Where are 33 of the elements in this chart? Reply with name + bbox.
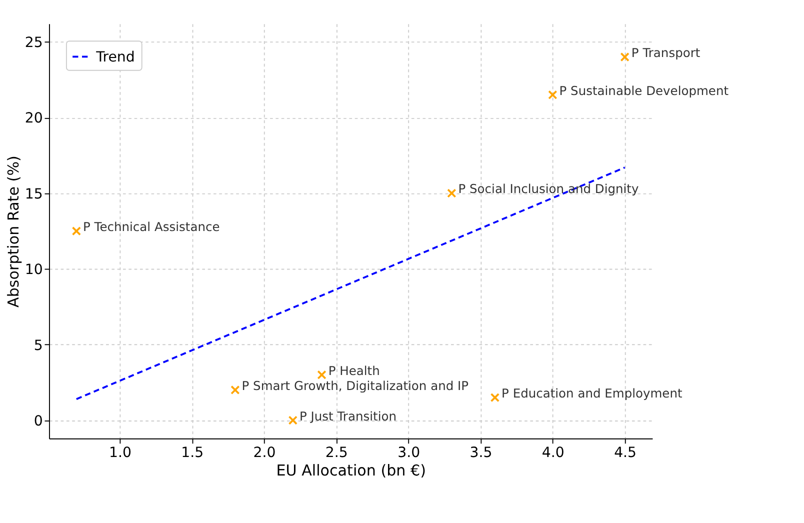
point [490,392,500,402]
x-tick-label: 4.5 [614,444,637,461]
y-tick-label: 10 [24,262,43,278]
annotation: P Health [328,364,380,378]
y-tick-label: 15 [24,186,43,202]
point [620,52,630,62]
point [72,226,82,236]
y-tick-label: 20 [24,110,43,127]
annotation: P Just Transition [300,409,396,424]
y-tick-label: 5 [34,338,43,354]
point [317,370,326,380]
point [447,188,456,198]
annotation: P Education and Employment [502,386,682,401]
point [288,416,298,425]
annotation: P Social Inclusion and Dignity [458,182,639,196]
y-tick-label: 25 [24,35,43,52]
y-axis-title: Absorption Rate (%) [4,156,22,308]
annotation: P Sustainable Development [559,84,729,98]
x-tick-label: 4.0 [542,444,564,461]
x-tick-label: 3.0 [398,444,420,461]
y-tick-label: 0 [34,413,43,430]
point [230,385,240,395]
x-tick-label: 1.5 [181,444,204,461]
x-tick-label: 2.5 [325,444,348,461]
x-tick-label: 1.0 [108,444,132,461]
x-tick-label: 3.5 [470,444,492,461]
annotation: P Smart Growth, Digitalization and IP [242,378,469,393]
x-axis-title: EU Allocation (bn €) [276,462,426,480]
x-tick-label: 2.0 [253,444,276,461]
annotation: P Technical Assistance [83,220,220,234]
annotation: P Transport [631,46,700,60]
point [548,90,558,100]
legend-label: Trend [95,49,135,66]
